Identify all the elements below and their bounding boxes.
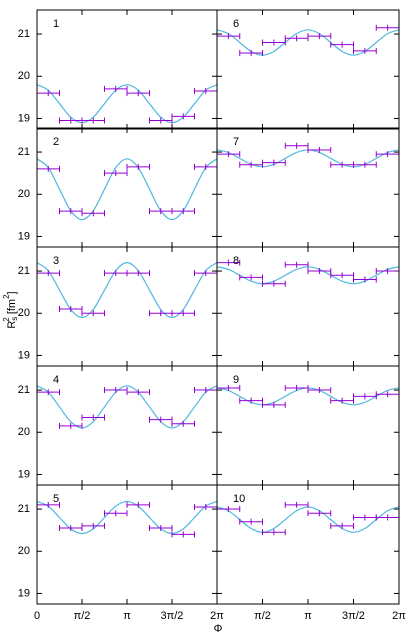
y-label-unit-sup: 2 [2, 294, 11, 299]
y-label-unit: [fm [6, 299, 18, 317]
y-tick-label: 20 [18, 307, 30, 319]
y-tick-label: 20 [18, 426, 30, 438]
x-tick-label: 3π/2 [342, 610, 365, 622]
x-tick-label: 2π [210, 610, 224, 622]
y-tick-label: 20 [18, 188, 30, 200]
y-tick-label: 21 [18, 384, 30, 396]
y-label-sub: s [10, 317, 19, 321]
fit-curve [216, 29, 400, 56]
x-axis-label: Φ [214, 623, 223, 635]
fit-curve [36, 158, 218, 221]
panel-title: 10 [233, 493, 245, 505]
y-tick-label: 19 [18, 112, 30, 124]
y-tick-label: 19 [18, 230, 30, 242]
y-tick-label: 19 [18, 587, 30, 599]
y-axis-label: Rs2 [fm2] [2, 291, 19, 328]
y-label-close: ] [6, 291, 18, 294]
fit-curve [36, 84, 218, 124]
panel-title: 5 [53, 493, 59, 505]
x-tick-label: π [304, 610, 312, 622]
x-tick-label: 0 [34, 610, 40, 622]
y-label-sup: 2 [2, 317, 11, 322]
panel-title: 1 [53, 18, 59, 30]
fit-curve [36, 500, 218, 535]
panel-frame [216, 484, 400, 605]
y-label-base: R [6, 321, 18, 329]
x-tick-label: π [123, 610, 131, 622]
y-tick-label: 21 [18, 503, 30, 515]
y-tick-label: 19 [18, 349, 30, 361]
y-tick-label: 19 [18, 468, 30, 480]
fit-curve [36, 262, 218, 319]
panel-title: 2 [53, 136, 59, 148]
panel-title: 7 [233, 136, 239, 148]
y-tick-label: 21 [18, 146, 30, 158]
x-tick-label: 3π/2 [161, 610, 184, 622]
y-tick-label: 21 [18, 28, 30, 40]
panel-title: 6 [233, 18, 239, 30]
x-tick-label: π/2 [254, 610, 271, 622]
x-tick-label: π/2 [74, 610, 91, 622]
fit-curve [36, 385, 218, 429]
x-tick-label: 2π [392, 610, 406, 622]
panel-title: 8 [233, 255, 239, 267]
y-tick-label: 21 [18, 265, 30, 277]
panel-title: 9 [233, 374, 239, 386]
y-tick-label: 20 [18, 545, 30, 557]
panel-title: 4 [53, 374, 59, 386]
y-tick-label: 20 [18, 70, 30, 82]
panel-title: 3 [53, 255, 59, 267]
